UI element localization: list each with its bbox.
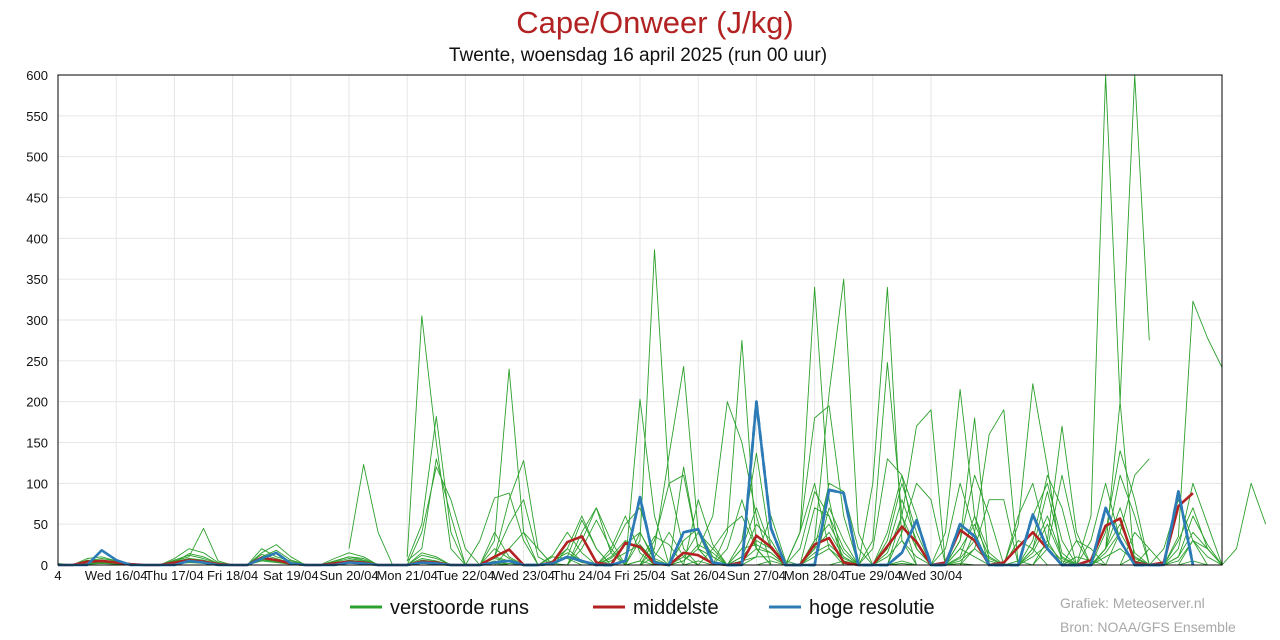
plot-frame	[57, 74, 1223, 566]
y-tick-label: 150	[26, 436, 48, 451]
y-tick-label: 350	[26, 272, 48, 287]
credit-grafiek: Grafiek: Meteoserver.nl	[1060, 595, 1205, 611]
x-tick-label: Tue 22/04	[436, 568, 494, 583]
x-tick-label: Tue 29/04	[844, 568, 902, 583]
y-tick-label: 450	[26, 191, 48, 206]
x-tick-label: Mon 21/04	[376, 568, 437, 583]
x-tick-label: Mon 28/04	[784, 568, 845, 583]
chart-title: Cape/Onweer (J/kg)	[516, 5, 793, 40]
ensemble-member-line	[348, 286, 1267, 566]
ensemble-member-line	[57, 466, 1223, 566]
x-tick-label: Sat 19/04	[263, 568, 319, 583]
legend: verstoorde runs middelste hoge resolutie	[350, 597, 935, 619]
x-tick-label: Sun 20/04	[319, 568, 378, 583]
y-tick-label: 300	[26, 313, 48, 328]
y-tick-label: 250	[26, 354, 48, 369]
y-tick-label: 400	[26, 231, 48, 246]
y-tick-label: 600	[26, 68, 48, 83]
x-tick-label: Thu 24/04	[553, 568, 612, 583]
y-tick-label: 200	[26, 395, 48, 410]
y-tick-label: 550	[26, 109, 48, 124]
credit-bron: Bron: NOAA/GFS Ensemble	[1060, 619, 1236, 635]
y-tick-label: 0	[41, 558, 48, 573]
y-tick-label: 500	[26, 150, 48, 165]
x-tick-label: Thu 17/04	[145, 568, 204, 583]
x-tick-label: Wed 30/04	[900, 568, 963, 583]
x-tick-label: Sun 27/04	[727, 568, 786, 583]
y-tick-label: 100	[26, 476, 48, 491]
x-tick-label: Wed 16/04	[85, 568, 148, 583]
x-tick-label: Fri 25/04	[614, 568, 665, 583]
chart-subtitle: Twente, woensdag 16 april 2025 (run 00 u…	[449, 45, 827, 66]
legend-label-verstoorde-runs: verstoorde runs	[390, 597, 529, 619]
x-tick-label: Fri 18/04	[207, 568, 258, 583]
legend-label-middelste: middelste	[633, 597, 719, 619]
y-axis-ticks: 0 50 100 150 200 250 300 350 400 450 500 550 600	[26, 68, 48, 573]
x-tick-label: Sat 26/04	[670, 568, 726, 583]
x-tick-label: Wed 23/04	[492, 568, 555, 583]
legend-label-hoge-resolutie: hoge resolutie	[809, 597, 935, 619]
x-tick-label: 4	[54, 568, 61, 583]
y-tick-label: 50	[34, 517, 48, 532]
